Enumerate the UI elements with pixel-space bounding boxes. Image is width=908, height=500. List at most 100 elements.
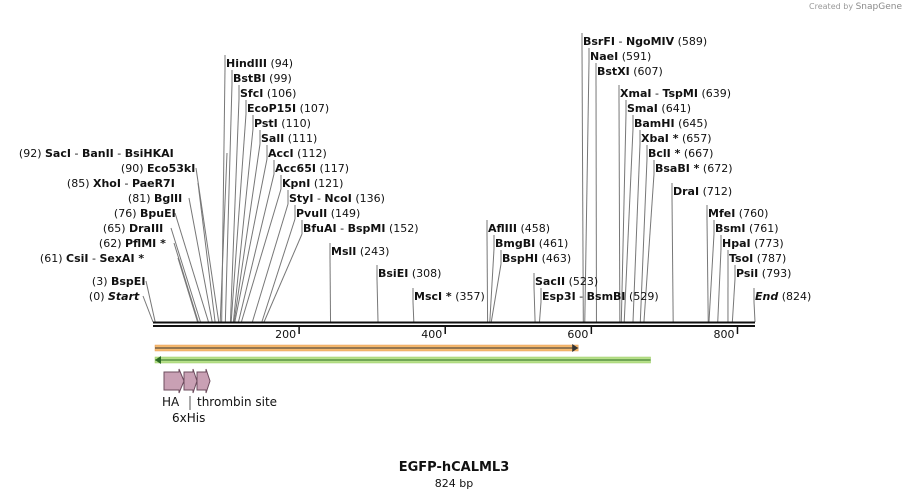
site-label-msli: MslI (243): [331, 245, 389, 258]
site-label-psii: PsiI (793): [736, 267, 791, 280]
enzyme-name: BsiEI: [378, 267, 408, 280]
site-label-bstxi: BstXI (607): [597, 65, 663, 78]
site-label-bmgbi: BmgBI (461): [495, 237, 568, 250]
enzyme-name: BspHI: [502, 252, 538, 265]
site-label-drai: DraI (712): [673, 185, 732, 198]
enzyme-name: BsrFI: [583, 35, 615, 48]
site-label-xbai: XbaI * (657): [641, 132, 712, 145]
enzyme-name: SexAI *: [99, 252, 144, 265]
site-position: (639): [701, 87, 731, 100]
site-line-psii: [731, 278, 736, 323]
site-line-psti: [232, 128, 254, 323]
site-drai: DraI (712): [673, 185, 732, 198]
site-bpuei: (76) BpuEI: [114, 207, 176, 220]
site-line-msci: [412, 301, 415, 323]
site-position: (463): [542, 252, 572, 265]
site-line-xhoi: [197, 182, 216, 323]
name-separator: -: [576, 290, 587, 303]
site-label-bspei: (3) BspEI: [92, 275, 146, 288]
enzyme-name: NaeI: [590, 50, 618, 63]
site-position: (121): [314, 177, 344, 190]
site-line-eco53ki: [195, 167, 220, 323]
enzyme-name: HindIII: [226, 57, 267, 70]
site-line-sfci: [229, 98, 240, 323]
enzyme-name: NgoMIV: [626, 35, 675, 48]
enzyme-name: TsoI: [729, 252, 753, 265]
site-line-pfimi: [173, 242, 199, 323]
site-position: (62): [99, 237, 122, 250]
site-label-bsabi: BsaBI * (672): [655, 162, 733, 175]
site-line-xbai: [632, 143, 641, 323]
axis-tick-label: 600: [567, 328, 588, 341]
site-line-bsphi: [490, 263, 502, 323]
site-position: (85): [67, 177, 90, 190]
site-label-styi: StyI - NcoI (136): [289, 192, 385, 205]
enzyme-name: BspMI: [348, 222, 386, 235]
site-line-acc65i: [237, 173, 275, 323]
site-label-mfei: MfeI (760): [708, 207, 768, 220]
site-line-bfuai: [263, 233, 303, 323]
site-label-bglii: (81) BglII: [128, 192, 182, 205]
name-separator: -: [313, 192, 324, 205]
site-line-styi: [251, 203, 289, 323]
enzyme-name: XhoI: [93, 177, 121, 190]
site-label-bpuei: (76) BpuEI: [114, 207, 176, 220]
site-label-eco53ki: (90) Eco53kI: [121, 162, 195, 175]
site-bsabi: BsaBI * (672): [655, 162, 733, 175]
construct-name: EGFP-hCALML3: [398, 460, 510, 475]
enzyme-name: Start: [108, 290, 140, 303]
enzyme-name: BstBI: [233, 72, 266, 85]
axis-tick-label: 800: [713, 328, 734, 341]
site-label-bsrfi: BsrFI - NgoMIV (589): [583, 35, 707, 48]
site-label-bcli: BclI * (667): [648, 147, 713, 160]
enzyme-name: BsmI: [715, 222, 746, 235]
site-bsrfi: BsrFI - NgoMIV (589): [583, 35, 707, 48]
feature-label-ha: HA: [162, 395, 180, 409]
site-psii: PsiI (793): [736, 267, 791, 280]
name-separator: -: [615, 35, 626, 48]
site-position: (243): [360, 245, 390, 258]
enzyme-name: BspEI: [111, 275, 145, 288]
site-position: (149): [331, 207, 361, 220]
site-position: (657): [682, 132, 712, 145]
enzyme-name: AccI: [268, 147, 294, 160]
site-label-sali: SalI (111): [261, 132, 317, 145]
site-line-end: [753, 301, 756, 323]
site-pfimi: (62) PflMI *: [99, 237, 166, 250]
site-line-start: [142, 295, 154, 323]
feature-arrow-ha: [163, 368, 185, 394]
site-position: (107): [300, 102, 330, 115]
site-position: (641): [661, 102, 691, 115]
site-bsphi: BspHI (463): [502, 252, 571, 265]
site-acc65i: Acc65I (117): [275, 162, 349, 175]
site-label-msci: MscI * (357): [414, 290, 485, 303]
site-line-bsmi: [708, 233, 715, 323]
site-label-pvuii: PvuII (149): [296, 207, 360, 220]
site-naei: NaeI (591): [590, 50, 651, 63]
site-line-drai: [671, 196, 674, 323]
site-label-xmai: XmaI - TspMI (639): [620, 87, 731, 100]
site-afliii: AflIII (458): [488, 222, 550, 235]
site-label-esp3i: Esp3I - BsmBI (529): [542, 290, 659, 303]
site-label-naei: NaeI (591): [590, 50, 651, 63]
site-bcli: BclI * (667): [648, 147, 713, 160]
site-label-acc65i: Acc65I (117): [275, 162, 349, 175]
snapgene-logo-text: SnapGene: [855, 2, 902, 12]
enzyme-name: HpaI: [722, 237, 751, 250]
site-line-esp3i: [538, 301, 542, 323]
site-line-sacii: [533, 286, 536, 323]
site-label-draiii: (65) DraIII: [103, 222, 163, 235]
site-position: (607): [633, 65, 663, 78]
feature-arrow-6xhis: [183, 368, 198, 394]
site-esp3i: Esp3I - BsmBI (529): [542, 290, 659, 303]
enzyme-name: EcoP15I: [247, 102, 296, 115]
enzyme-name: AflIII: [488, 222, 517, 235]
site-position: (3): [92, 275, 108, 288]
site-mfei: MfeI (760): [708, 207, 768, 220]
enzyme-name: PflMI *: [125, 237, 166, 250]
enzyme-name: BclI *: [648, 147, 681, 160]
enzyme-name: Acc65I: [275, 162, 316, 175]
site-bglii: (81) BglII: [128, 192, 182, 205]
feature-label-thrombin-site: thrombin site: [197, 395, 277, 409]
site-position: (106): [267, 87, 297, 100]
